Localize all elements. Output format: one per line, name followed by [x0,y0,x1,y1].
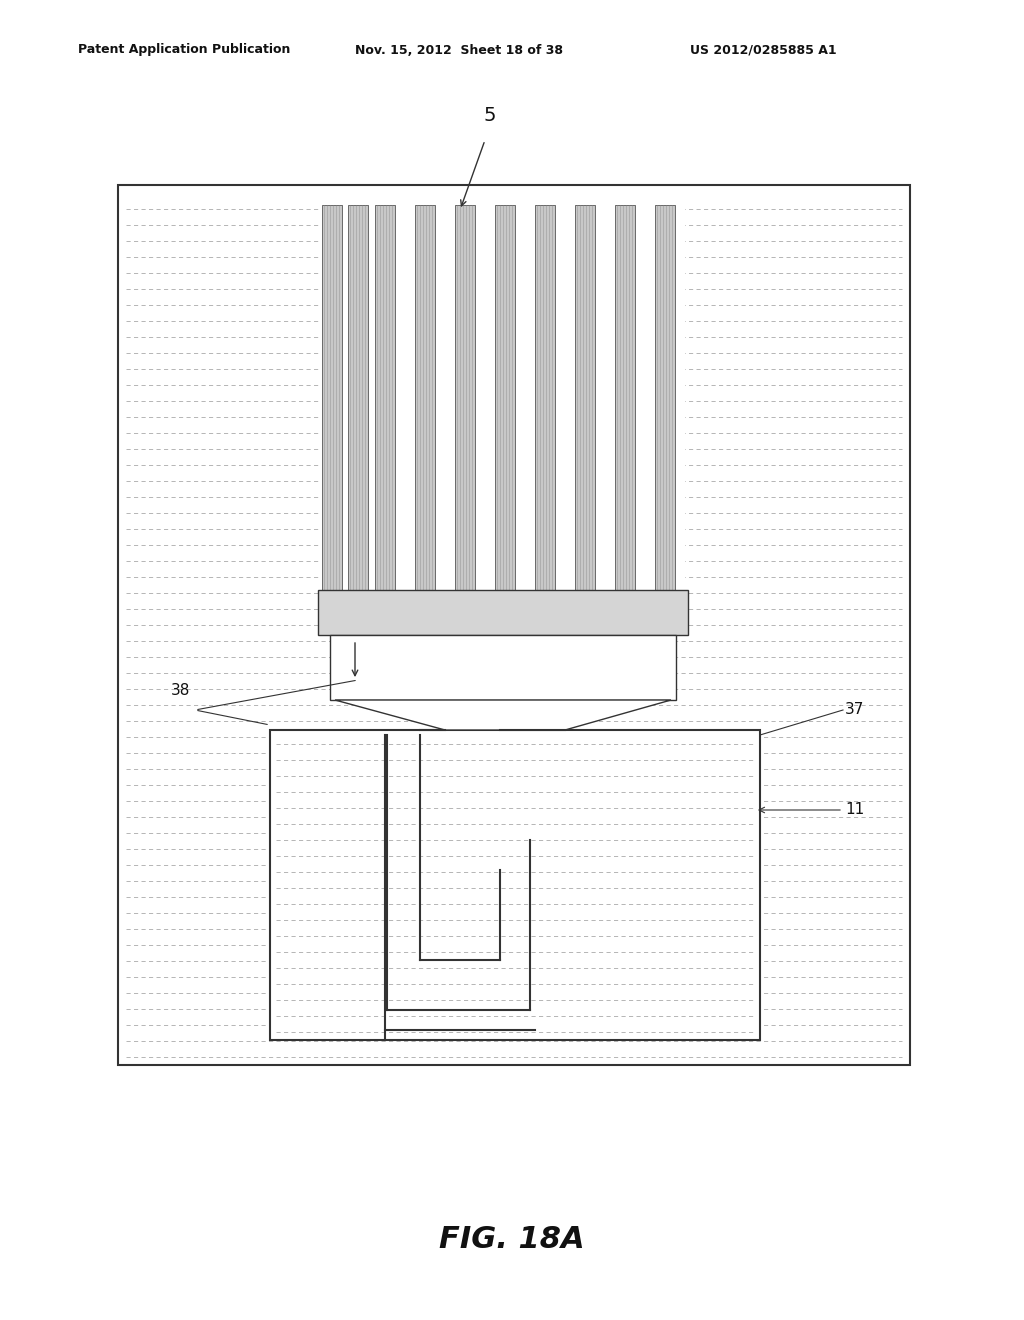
Text: Patent Application Publication: Patent Application Publication [78,44,291,57]
Bar [348,205,368,590]
Text: Nov. 15, 2012  Sheet 18 of 38: Nov. 15, 2012 Sheet 18 of 38 [355,44,563,57]
Bar [270,730,760,1040]
Bar [318,590,688,635]
Text: 37: 37 [845,702,864,718]
Text: 38: 38 [171,682,190,698]
Bar [322,205,342,590]
Text: 11: 11 [845,803,864,817]
Text: US 2012/0285885 A1: US 2012/0285885 A1 [690,44,837,57]
Text: FIG. 18A: FIG. 18A [439,1225,585,1254]
Bar [375,205,395,590]
Bar [415,205,435,590]
Bar [118,185,910,1065]
Bar [535,205,555,590]
Bar [495,205,515,590]
Bar [575,205,595,590]
Text: 5: 5 [483,106,497,125]
Polygon shape [335,700,671,730]
Bar [455,205,475,590]
Bar [615,205,635,590]
Bar [655,205,675,590]
Bar [319,205,685,590]
Bar [330,635,676,700]
